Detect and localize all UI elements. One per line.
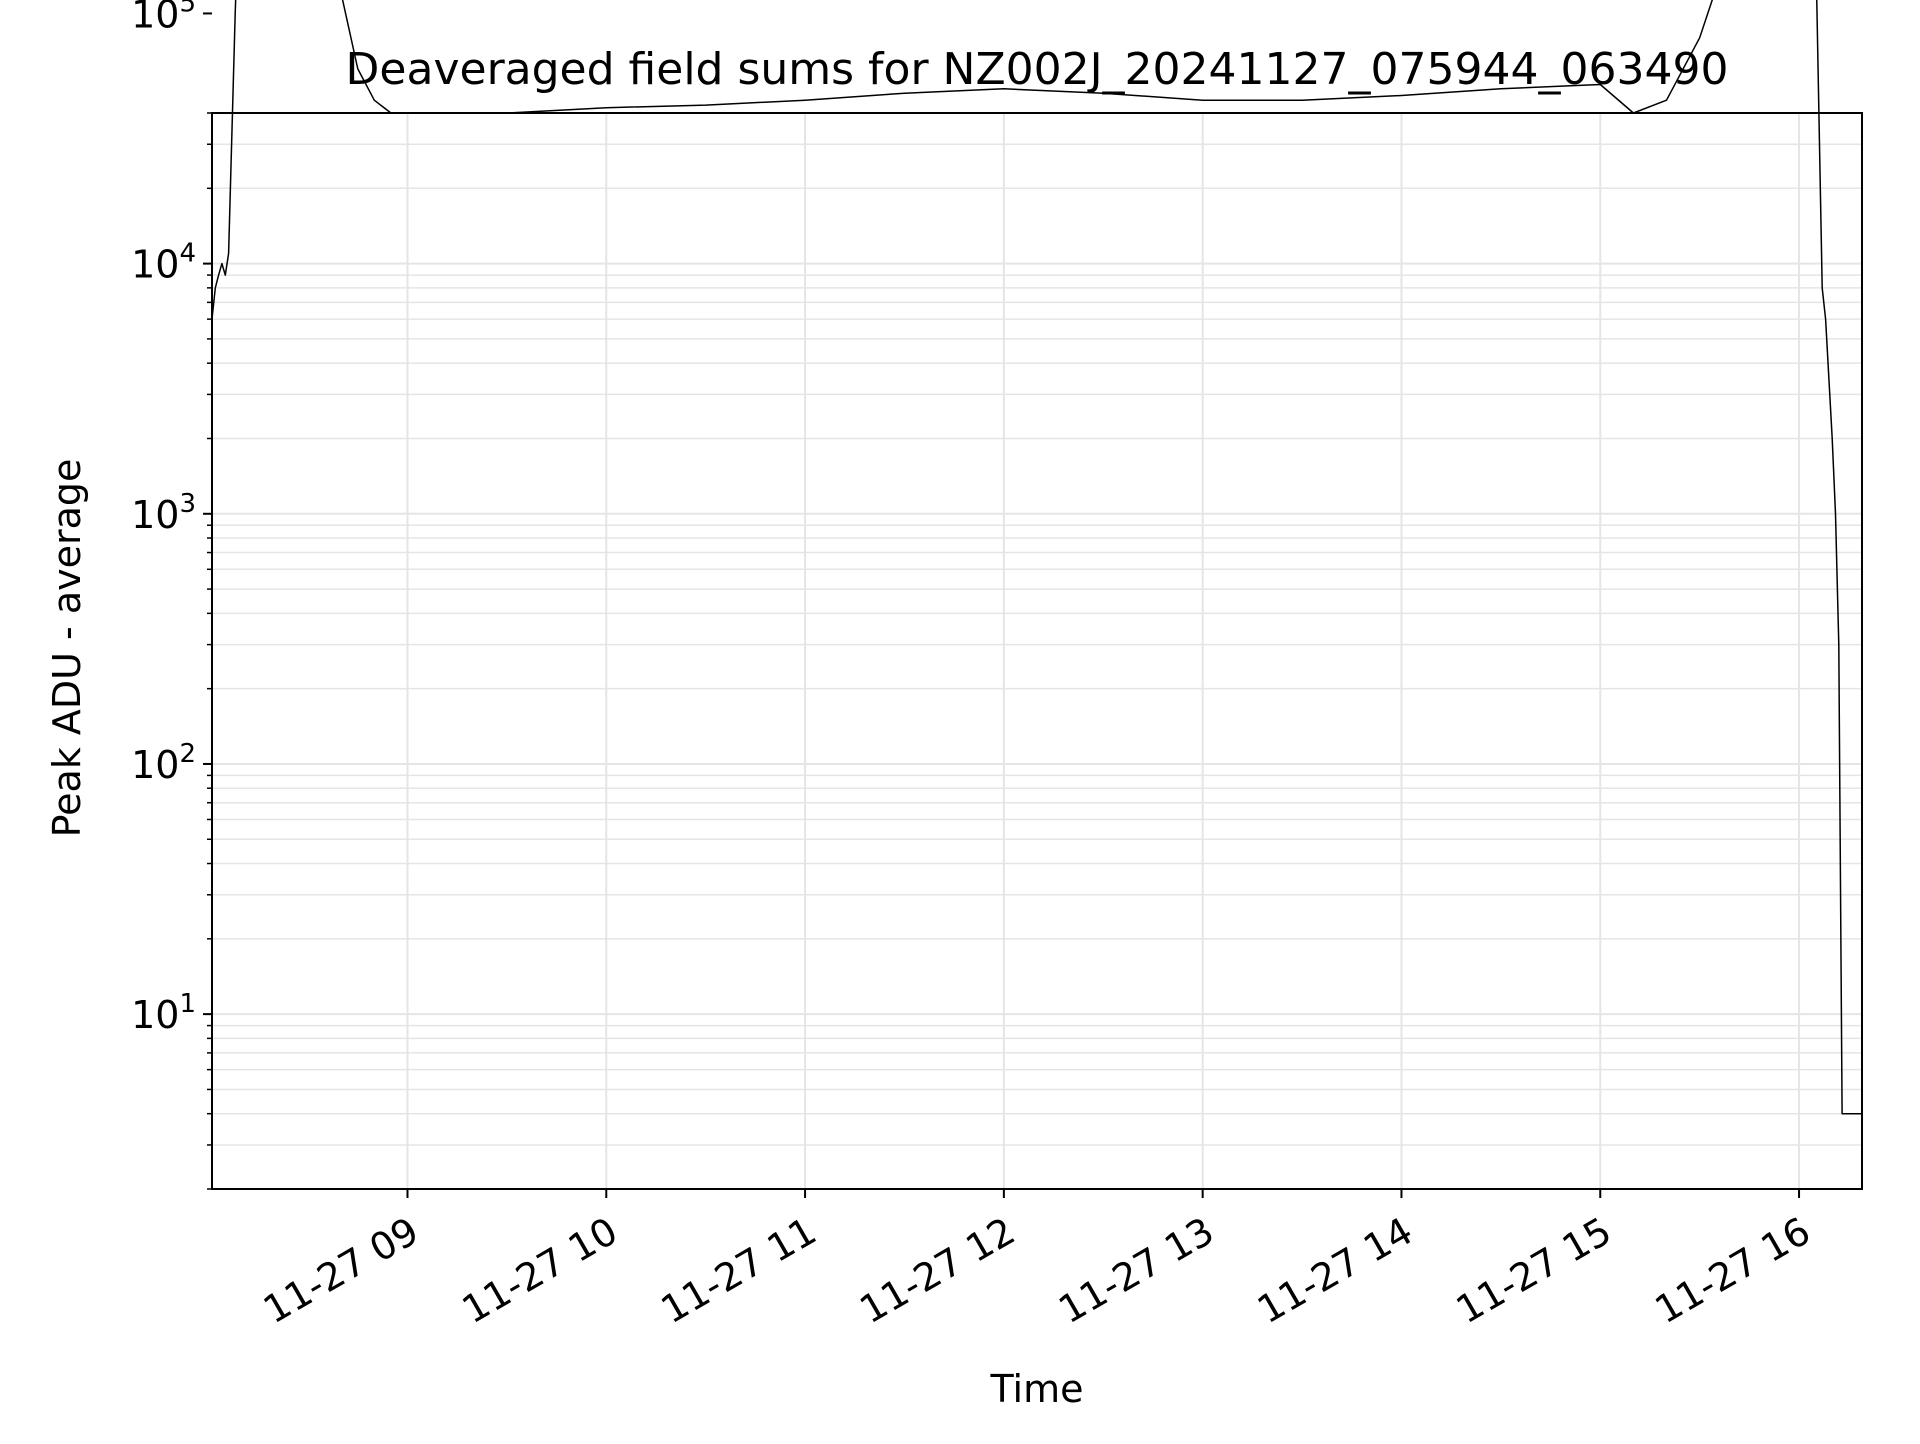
y-tick-label: 104 (131, 239, 196, 287)
x-axis-label: Time (990, 1367, 1084, 1411)
y-tick-label-exponent: 4 (179, 239, 196, 269)
y-tick-layer: 101102103104105106 (131, 0, 212, 1190)
plot-frame (211, 112, 1863, 1190)
grid-layer (212, 112, 1862, 1190)
x-tick-label: 11-27 15 (1449, 1209, 1619, 1333)
x-tick-label: 11-27 12 (852, 1209, 1022, 1333)
y-tick-label-base: 10 (131, 493, 179, 537)
data-layer (211, 0, 1862, 1115)
y-tick-label-base: 10 (131, 993, 179, 1037)
x-tick-label: 11-27 13 (1051, 1209, 1221, 1333)
series-line (211, 0, 1862, 1115)
x-tick-layer: 11-27 09 11-27 10 11-27 11 11-27 12 11-27 13… (256, 1189, 1818, 1332)
y-tick-label-base: 10 (131, 743, 179, 787)
y-tick-label: 102 (131, 739, 196, 787)
chart-title: Deaveraged field sums for NZ002J_2024112… (346, 44, 1729, 95)
y-tick-label-base: 10 (131, 243, 179, 287)
x-tick-label: 11-27 11 (654, 1209, 824, 1333)
x-tick-label: 11-27 14 (1250, 1209, 1420, 1333)
x-tick-label: 11-27 10 (455, 1209, 625, 1333)
y-axis-label: Peak ADU - average (45, 459, 89, 838)
x-tick-label: 11-27 16 (1648, 1209, 1818, 1333)
y-tick-label-exponent: 3 (179, 489, 196, 519)
y-tick-label-exponent: 1 (179, 989, 196, 1019)
y-tick-label: 103 (131, 489, 196, 537)
y-tick-label-exponent: 5 (179, 0, 196, 18)
y-tick-label-exponent: 2 (179, 739, 196, 769)
y-tick-label: 105 (131, 0, 196, 36)
y-tick-label: 101 (131, 989, 196, 1037)
x-tick-label: 11-27 09 (256, 1209, 426, 1333)
y-tick-label-base: 10 (131, 0, 179, 36)
